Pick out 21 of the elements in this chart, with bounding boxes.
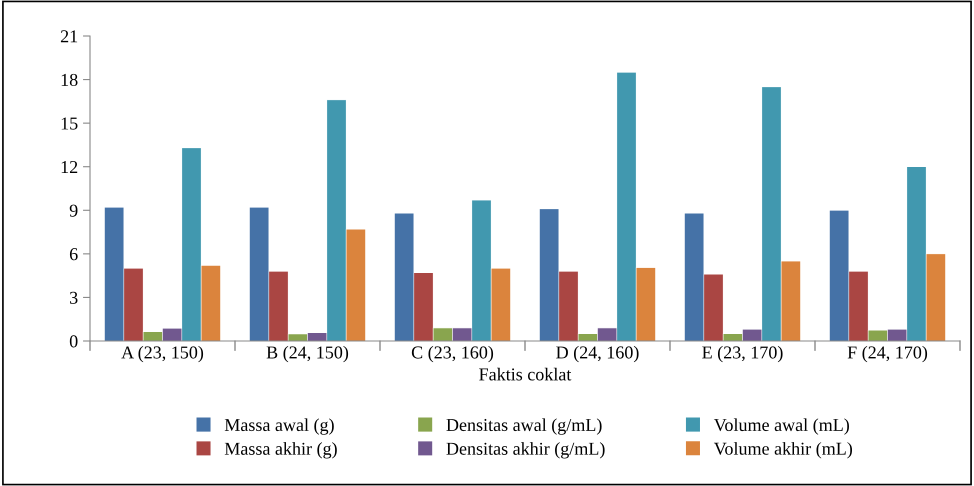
legend-label: Volume awal (mL) [714, 418, 849, 435]
x-tick-label: F (24, 170) [848, 346, 928, 362]
legend-label: Volume akhir (mL) [714, 442, 852, 458]
legend-label: Massa akhir (g) [224, 442, 337, 459]
legend-label: Densitas awal (g/mL) [446, 418, 602, 435]
x-tick-label: E (23, 170) [702, 346, 783, 362]
x-tick-label: A (23, 150) [121, 346, 204, 362]
y-tick-label: 9 [70, 204, 78, 217]
x-axis-title: Faktis coklat [479, 368, 572, 380]
y-tick-label: 12 [62, 161, 78, 173]
y-tick-label: 3 [70, 292, 78, 304]
x-tick-label: C (23, 160) [412, 346, 494, 362]
y-tick-label: 18 [62, 74, 78, 86]
y-tick-label: 0 [70, 335, 78, 348]
y-tick-label: 21 [60, 30, 78, 42]
legend-label: Densitas akhir (g/mL) [446, 442, 605, 459]
x-tick-label: D (24, 160) [556, 346, 639, 362]
legend-label: Massa awal (g) [224, 418, 334, 435]
y-tick-label: 6 [70, 248, 78, 260]
y-tick-label: 15 [62, 117, 78, 130]
x-tick-label: B (24, 150) [266, 346, 348, 362]
